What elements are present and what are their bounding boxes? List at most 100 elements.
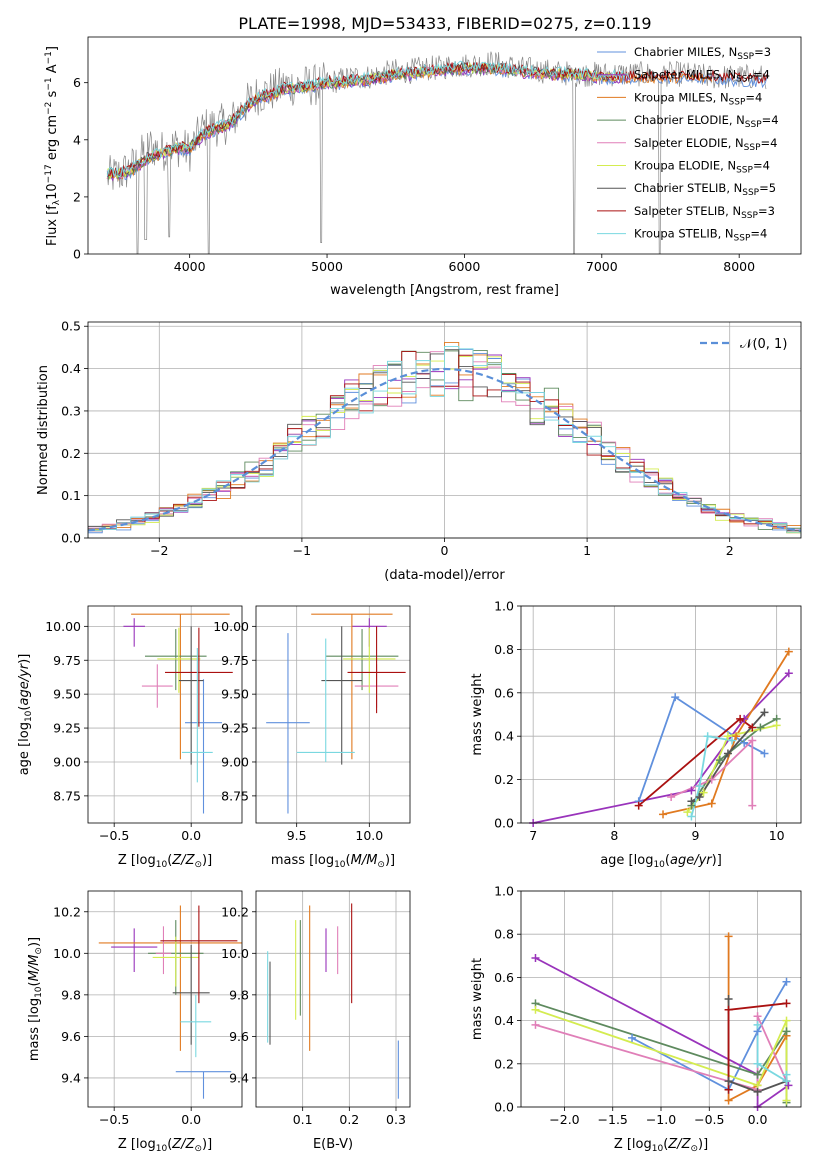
series-marker bbox=[782, 1096, 791, 1105]
y-tick-label: 1.0 bbox=[494, 884, 514, 899]
y-tick-label: 1.0 bbox=[494, 599, 514, 614]
series-marker bbox=[748, 736, 757, 745]
series-marker bbox=[782, 977, 791, 986]
x-tick-label: 7 bbox=[529, 828, 537, 843]
legend-entry: Kroupa ELODIE, NSSP​=4 bbox=[634, 159, 770, 176]
y-tick-label: 9.00 bbox=[221, 754, 249, 769]
series-marker bbox=[667, 792, 676, 801]
series-marker bbox=[683, 808, 692, 817]
x-tick-label: 0.0 bbox=[181, 1112, 201, 1127]
y-axis-label: Normed distribution bbox=[36, 365, 51, 495]
y-tick-label: 6 bbox=[73, 75, 81, 90]
y-tick-label: 9.4 bbox=[61, 1070, 81, 1085]
x-tick-label: −2.0 bbox=[549, 1112, 579, 1127]
x-tick-label: −1 bbox=[293, 543, 311, 558]
y-tick-label: 9.25 bbox=[221, 721, 249, 736]
mass-weight-vs-metallicity-axes: −2.0 −1.5 −1.0 −0.5 0.0 0.0 0.2 0.4 0.6 0.8 1.0 Z [… bbox=[470, 884, 802, 1154]
x-axis-label: (data-model)/error bbox=[384, 568, 505, 583]
series-marker bbox=[784, 1081, 793, 1090]
plot-area bbox=[98, 905, 242, 1099]
series-marker bbox=[659, 810, 668, 819]
series-marker bbox=[687, 786, 696, 795]
series-marker bbox=[784, 669, 793, 678]
y-tick-label: 9.25 bbox=[53, 721, 81, 736]
series-marker bbox=[671, 693, 680, 702]
legend-entry: Chabrier ELODIE, NSSP​=4 bbox=[634, 113, 779, 130]
x-tick-label: 0.0 bbox=[181, 828, 201, 843]
series-line-2 bbox=[533, 672, 790, 823]
y-tick-label: 0.0 bbox=[494, 1100, 514, 1115]
y-tick-label: 0.8 bbox=[494, 927, 514, 942]
series-marker bbox=[723, 749, 732, 758]
x-axis-label: Z [log10​(Z/Z⊙​)] bbox=[614, 1137, 708, 1154]
y-axis-label: mass [log10​(M/M⊙​)] bbox=[27, 937, 44, 1061]
y-tick-label: 0.8 bbox=[494, 642, 514, 657]
series-marker bbox=[687, 812, 696, 821]
x-axis-label: mass [log10​(M/M⊙​)] bbox=[271, 853, 395, 870]
series-marker bbox=[782, 1070, 791, 1079]
plot-area bbox=[106, 51, 768, 254]
y-tick-label: 9.8 bbox=[229, 987, 249, 1002]
series-line-3 bbox=[662, 651, 790, 816]
y-axis-label: mass weight bbox=[470, 958, 485, 1040]
axes-frame bbox=[520, 605, 802, 824]
x-tick-label: 0.2 bbox=[339, 1112, 359, 1127]
y-tick-label: 9.50 bbox=[53, 687, 81, 702]
spectrum-axes: 4000 5000 6000 7000 8000 0 2 4 6 wavelength [Angs… bbox=[44, 36, 802, 298]
x-tick-label: 7000 bbox=[586, 259, 618, 274]
series-marker bbox=[724, 932, 733, 941]
y-tick-label: 10.00 bbox=[45, 619, 81, 634]
x-axis-label: age [log10​(age/yr)] bbox=[600, 853, 722, 870]
y-tick-label: 0.5 bbox=[61, 319, 81, 334]
y-tick-label: 4 bbox=[73, 132, 81, 147]
series-line-1 bbox=[637, 695, 765, 802]
plot-area bbox=[533, 651, 790, 823]
y-tick-label: 0.4 bbox=[494, 1013, 514, 1028]
series-line-1 bbox=[631, 981, 788, 1091]
x-tick-label: 5000 bbox=[311, 259, 343, 274]
x-tick-label: 0.1 bbox=[293, 1112, 313, 1127]
series-marker bbox=[703, 732, 712, 741]
x-tick-label: 1 bbox=[583, 543, 591, 558]
series-marker bbox=[531, 953, 540, 962]
y-tick-label: 0.2 bbox=[494, 1056, 514, 1071]
axes-frame bbox=[87, 36, 802, 255]
y-tick-label: 9.75 bbox=[53, 653, 81, 668]
series-marker bbox=[748, 801, 757, 810]
series-marker bbox=[687, 797, 696, 806]
series-line-6 bbox=[535, 1008, 788, 1101]
model-fit-8 bbox=[106, 61, 768, 179]
y-tick-label: 9.4 bbox=[229, 1070, 249, 1085]
series-marker bbox=[748, 723, 757, 732]
series-marker bbox=[784, 647, 793, 656]
y-tick-label: 0.2 bbox=[494, 772, 514, 787]
series-marker bbox=[772, 721, 781, 730]
legend-entry: Chabrier STELIB, NSSP​=5 bbox=[634, 181, 776, 198]
plot-area bbox=[267, 903, 399, 1099]
series-marker bbox=[728, 736, 737, 745]
legend-entry: Salpeter MILES, NSSP​=4 bbox=[634, 68, 770, 85]
x-tick-label: 8 bbox=[610, 828, 618, 843]
x-tick-label: 0.0 bbox=[748, 1112, 768, 1127]
series-marker bbox=[531, 1005, 540, 1014]
mass-vs-metallicity-axes: −0.5 0.0 9.4 9.6 9.8 10.0 10.2 Z [log10​(Z/Z⊙​)… bbox=[27, 890, 243, 1154]
histogram-9 bbox=[88, 345, 801, 538]
legend-entry: Salpeter ELODIE, NSSP​=4 bbox=[634, 136, 777, 153]
x-tick-label: −1.5 bbox=[598, 1112, 628, 1127]
series-marker bbox=[740, 738, 749, 747]
series-marker bbox=[724, 1005, 733, 1014]
series-marker bbox=[695, 782, 704, 791]
x-tick-label: 8000 bbox=[723, 259, 755, 274]
y-tick-label: 9.75 bbox=[221, 653, 249, 668]
y-tick-label: 0.2 bbox=[61, 446, 81, 461]
series-marker bbox=[760, 708, 769, 717]
series-marker bbox=[756, 723, 765, 732]
model-fit-9 bbox=[106, 60, 630, 177]
series-marker bbox=[628, 1033, 637, 1042]
legend-entry: Kroupa MILES, NSSP​=4 bbox=[634, 90, 762, 107]
x-tick-label: −0.5 bbox=[99, 1112, 129, 1127]
x-tick-label: −0.5 bbox=[99, 828, 129, 843]
series-marker bbox=[782, 1016, 791, 1025]
series-marker bbox=[724, 1077, 733, 1086]
y-tick-label: 10.0 bbox=[221, 946, 249, 961]
